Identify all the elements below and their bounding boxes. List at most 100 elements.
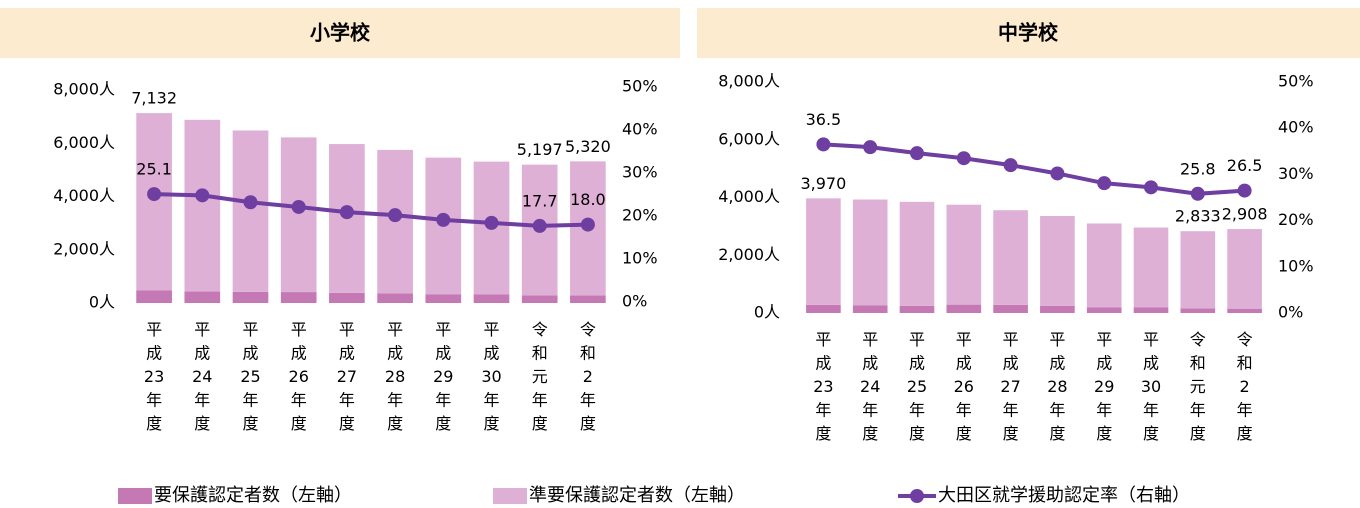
title-banner: [697, 8, 1360, 58]
rate-marker: [243, 195, 258, 210]
rate-marker: [910, 146, 924, 161]
bar-segment: [852, 305, 888, 313]
rate-label: 17.7: [522, 191, 558, 210]
rate-marker: [580, 217, 595, 232]
rate-label: 18.0: [570, 190, 606, 209]
bar-segment: [1040, 305, 1075, 313]
bar-segment: [993, 304, 1028, 313]
bar-segment: [473, 294, 510, 303]
y-tick-label: 4,000人: [718, 187, 780, 206]
bar-segment: [232, 291, 269, 303]
x-tick-label: 令和元年度: [1190, 330, 1206, 443]
x-tick-label: 平成 24 年度: [860, 330, 880, 443]
x-tick-label: 平成 26 年度: [954, 330, 974, 443]
legend-swatch: [493, 488, 527, 504]
bar-segment: [377, 293, 413, 303]
x-tick-label: 平成 26 年度: [289, 320, 309, 433]
bar-segment: [232, 130, 269, 292]
x-tick-label: 平成 24 年度: [192, 320, 212, 433]
y-tick-label: 8,000人: [53, 80, 115, 99]
bar-segment: [852, 199, 888, 306]
rate-marker: [956, 151, 971, 166]
legend-label: 準要保護認定者数（左軸）: [529, 485, 745, 506]
rate-marker: [1144, 180, 1158, 195]
x-tick-label: 平成 27 年度: [337, 320, 357, 433]
x-tick-label: 平成 29 年度: [433, 320, 453, 433]
bar-segment: [280, 137, 317, 293]
bar-segment: [521, 295, 558, 303]
bar-segment: [136, 290, 172, 303]
legend-label: 要保護認定者数（左軸）: [154, 485, 352, 506]
bar-segment: [1133, 227, 1169, 308]
x-tick-label: 平成 30 年度: [481, 320, 501, 433]
total-label: 5,320: [565, 137, 611, 156]
chart-title: 中学校: [998, 21, 1059, 45]
y2-tick-label: 0%: [1278, 303, 1303, 322]
legend-label: 大田区就学援助認定率（右軸）: [938, 485, 1190, 506]
bar-segment: [184, 119, 221, 292]
bar-segment: [1086, 223, 1122, 308]
y-tick-label: 0人: [89, 293, 115, 312]
bar-segment: [899, 201, 935, 306]
rate-marker: [339, 205, 354, 220]
bar-segment: [1180, 231, 1216, 309]
y2-tick-label: 20%: [622, 206, 658, 225]
rate-marker: [484, 215, 499, 230]
y2-tick-label: 30%: [622, 163, 658, 182]
y2-tick-label: 40%: [1278, 118, 1314, 137]
rate-marker: [1190, 186, 1205, 201]
bar-segment: [1040, 215, 1075, 306]
rate-line: [154, 192, 588, 228]
y-tick-label: 0人: [754, 303, 780, 322]
legend-swatch: [118, 488, 152, 504]
bar-segment: [1180, 308, 1216, 313]
bar-segment: [806, 198, 841, 305]
bar-segment: [1086, 307, 1122, 313]
bar-segment: [136, 113, 172, 291]
y-tick-label: 2,000人: [718, 245, 780, 264]
bar-segment: [946, 304, 982, 313]
x-tick-label: 令和元年度: [532, 320, 548, 433]
rate-marker: [388, 208, 403, 223]
x-tick-label: 平成 28 年度: [385, 320, 405, 433]
y2-tick-label: 40%: [622, 120, 658, 139]
bar-segment: [1133, 307, 1169, 313]
rate-line: [823, 142, 1245, 196]
rate-label: 25.8: [1180, 159, 1216, 178]
y-tick-label: 6,000人: [53, 133, 115, 152]
total-label: 3,970: [800, 174, 846, 193]
rate-marker: [436, 212, 451, 227]
legend-marker: [910, 489, 924, 503]
rate-marker: [863, 140, 878, 155]
rate-label: 26.5: [1227, 156, 1263, 175]
bar-segment: [425, 294, 462, 303]
rate-marker: [1050, 166, 1065, 181]
total-label: 7,132: [131, 89, 177, 108]
bar-segment: [280, 292, 317, 303]
title-banner: [0, 8, 680, 58]
bar-segment: [806, 304, 841, 313]
y-tick-label: 6,000人: [718, 129, 780, 148]
y2-tick-label: 50%: [1278, 72, 1314, 91]
total-label: 2,908: [1222, 205, 1268, 224]
y2-tick-label: 10%: [1278, 256, 1314, 275]
total-label: 2,833: [1175, 207, 1221, 226]
rate-marker: [1237, 183, 1252, 198]
y-tick-label: 4,000人: [53, 186, 115, 205]
bar-segment: [899, 305, 935, 313]
x-tick-label: 平成 25 年度: [907, 330, 927, 443]
bar-segment: [1227, 308, 1262, 313]
rate-marker: [195, 188, 210, 203]
y2-tick-label: 20%: [1278, 210, 1314, 229]
y2-tick-label: 30%: [1278, 164, 1314, 183]
rate-label: 36.5: [806, 110, 842, 129]
x-tick-label: 平成 23 年度: [144, 320, 164, 433]
rate-marker: [816, 137, 831, 152]
bar-segment: [946, 204, 982, 305]
rate-marker: [532, 218, 547, 233]
y-tick-label: 2,000人: [53, 239, 115, 258]
rate-marker: [1097, 176, 1112, 191]
x-tick-label: 平成 25 年度: [240, 320, 260, 433]
rate-marker: [1003, 158, 1018, 173]
